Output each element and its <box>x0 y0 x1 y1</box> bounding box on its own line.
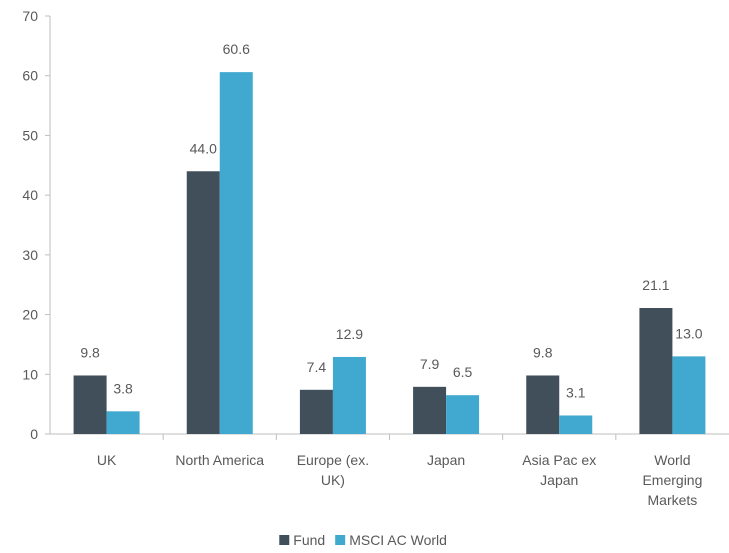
data-label: 3.8 <box>113 380 133 396</box>
y-tick-label: 50 <box>22 127 38 143</box>
x-category-label: UK <box>97 452 117 468</box>
bar-msci-ac-world <box>106 411 140 434</box>
data-label: 21.1 <box>642 277 669 293</box>
bar-msci-ac-world <box>446 395 480 434</box>
bar-fund <box>73 375 107 434</box>
data-label: 60.6 <box>223 41 250 57</box>
legend: Fund MSCI AC World <box>279 532 447 548</box>
x-category-label: Asia Pac ex Japan <box>522 452 596 488</box>
bar-msci-ac-world <box>672 356 706 434</box>
data-label: 3.1 <box>566 384 586 400</box>
bar-msci-ac-world <box>219 72 253 434</box>
data-label: 12.9 <box>336 326 363 342</box>
y-tick-label: 60 <box>22 68 38 84</box>
legend-swatch <box>335 535 346 545</box>
data-label: 6.5 <box>453 364 473 380</box>
y-tick-label: 10 <box>22 366 38 382</box>
data-label: 44.0 <box>190 140 217 156</box>
y-tick-label: 30 <box>22 247 38 263</box>
y-tick-label: 70 <box>22 8 38 24</box>
x-category-label: World Emerging Markets <box>642 452 702 508</box>
bar-fund <box>526 375 560 434</box>
x-category-label: Japan <box>427 452 465 468</box>
bars <box>73 72 706 434</box>
legend-swatch <box>279 535 290 545</box>
bar-fund <box>639 308 673 434</box>
data-label: 7.4 <box>307 359 327 375</box>
bar-msci-ac-world <box>559 415 593 434</box>
x-category-label: North America <box>175 452 264 468</box>
data-label: 13.0 <box>675 325 702 341</box>
bar-fund <box>299 389 333 434</box>
bar-msci-ac-world <box>332 356 366 434</box>
bar-fund <box>413 386 447 434</box>
bar-fund <box>186 171 220 434</box>
data-label: 7.9 <box>420 356 440 372</box>
x-category-label: Europe (ex. UK) <box>297 452 369 488</box>
legend-label: MSCI AC World <box>349 532 447 548</box>
y-tick-label: 20 <box>22 307 38 323</box>
x-axis: UK North America Europe (ex. UK) Japan Asia P… <box>50 433 729 508</box>
y-tick-label: 40 <box>22 187 38 203</box>
y-tick-label: 0 <box>30 426 38 442</box>
legend-label: Fund <box>293 532 325 548</box>
y-axis: 0 10 20 30 40 50 60 70 <box>22 8 51 442</box>
data-label: 9.8 <box>533 344 553 360</box>
data-labels: 9.8 3.8 44.0 60.6 7.4 12.9 7.9 6.5 9.8 3.1 21.1 13.… <box>80 41 702 400</box>
data-label: 9.8 <box>80 344 100 360</box>
